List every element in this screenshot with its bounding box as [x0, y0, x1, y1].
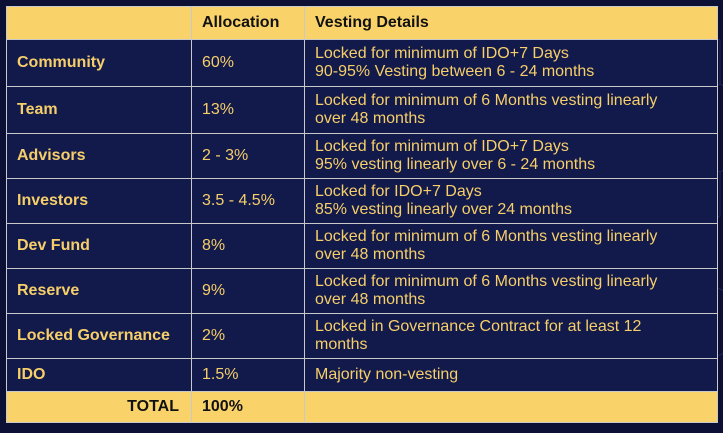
table-row: Investors 3.5 - 4.5% Locked for IDO+7 Da…: [6, 178, 718, 224]
row-category: Dev Fund: [6, 223, 192, 269]
table-row: Community 60% Locked for minimum of IDO+…: [6, 39, 718, 87]
vesting-line: 90-95% Vesting between 6 - 24 months: [315, 63, 595, 80]
row-category: Locked Governance: [6, 313, 192, 359]
vesting-line: Locked for minimum of 6 Months vesting l…: [315, 228, 658, 245]
table-row: Team 13% Locked for minimum of 6 Months …: [6, 86, 718, 134]
table-row: IDO 1.5% Majority non-vesting: [6, 358, 718, 392]
row-vesting: Locked in Governance Contract for at lea…: [304, 313, 718, 359]
header-vesting-details: Vesting Details: [304, 6, 718, 40]
vesting-line: Majority non-vesting: [315, 366, 459, 383]
table-row: Locked Governance 2% Locked in Governanc…: [6, 313, 718, 359]
row-allocation: 2%: [191, 313, 305, 359]
row-allocation: 9%: [191, 268, 305, 314]
row-category: Investors: [6, 178, 192, 224]
vesting-line: Locked in Governance Contract for at lea…: [315, 318, 642, 335]
row-vesting: Locked for minimum of 6 Months vesting l…: [304, 223, 718, 269]
row-vesting: Locked for minimum of IDO+7 Days 90-95% …: [304, 39, 718, 87]
row-vesting: Locked for minimum of 6 Months vesting l…: [304, 86, 718, 134]
row-allocation: 1.5%: [191, 358, 305, 392]
vesting-line: Locked for minimum of 6 Months vesting l…: [315, 92, 658, 109]
vesting-line: over 48 months: [315, 291, 426, 308]
row-allocation: 13%: [191, 86, 305, 134]
total-label: TOTAL: [6, 391, 192, 423]
vesting-line: 85% vesting linearly over 24 months: [315, 201, 573, 218]
vesting-line: over 48 months: [315, 110, 426, 127]
vesting-line: months: [315, 336, 368, 353]
row-category: Reserve: [6, 268, 192, 314]
row-allocation: 3.5 - 4.5%: [191, 178, 305, 224]
row-vesting: Majority non-vesting: [304, 358, 718, 392]
token-allocation-table: Allocation Vesting Details Community 60%…: [6, 6, 718, 423]
table-header-row: Allocation Vesting Details: [6, 6, 718, 40]
total-vesting-empty: [304, 391, 718, 423]
vesting-line: Locked for IDO+7 Days: [315, 183, 482, 200]
table-row: Dev Fund 8% Locked for minimum of 6 Mont…: [6, 223, 718, 269]
row-category: Advisors: [6, 133, 192, 179]
row-category: IDO: [6, 358, 192, 392]
row-category: Community: [6, 39, 192, 87]
row-category: Team: [6, 86, 192, 134]
row-vesting: Locked for IDO+7 Days 85% vesting linear…: [304, 178, 718, 224]
vesting-line: 95% vesting linearly over 6 - 24 months: [315, 156, 596, 173]
vesting-line: Locked for minimum of 6 Months vesting l…: [315, 273, 658, 290]
vesting-line: Locked for minimum of IDO+7 Days: [315, 138, 569, 155]
header-allocation: Allocation: [191, 6, 305, 40]
table-row: Advisors 2 - 3% Locked for minimum of ID…: [6, 133, 718, 179]
row-allocation: 2 - 3%: [191, 133, 305, 179]
row-allocation: 8%: [191, 223, 305, 269]
vesting-line: Locked for minimum of IDO+7 Days: [315, 45, 569, 62]
row-vesting: Locked for minimum of 6 Months vesting l…: [304, 268, 718, 314]
vesting-line: over 48 months: [315, 246, 426, 263]
row-vesting: Locked for minimum of IDO+7 Days 95% ves…: [304, 133, 718, 179]
header-category: [6, 6, 192, 40]
table-row: Reserve 9% Locked for minimum of 6 Month…: [6, 268, 718, 314]
total-row: TOTAL 100%: [6, 391, 718, 423]
row-allocation: 60%: [191, 39, 305, 87]
total-value: 100%: [191, 391, 305, 423]
